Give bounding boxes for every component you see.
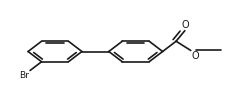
- Text: O: O: [181, 20, 189, 30]
- Text: O: O: [192, 51, 200, 61]
- Text: Br: Br: [19, 71, 29, 80]
